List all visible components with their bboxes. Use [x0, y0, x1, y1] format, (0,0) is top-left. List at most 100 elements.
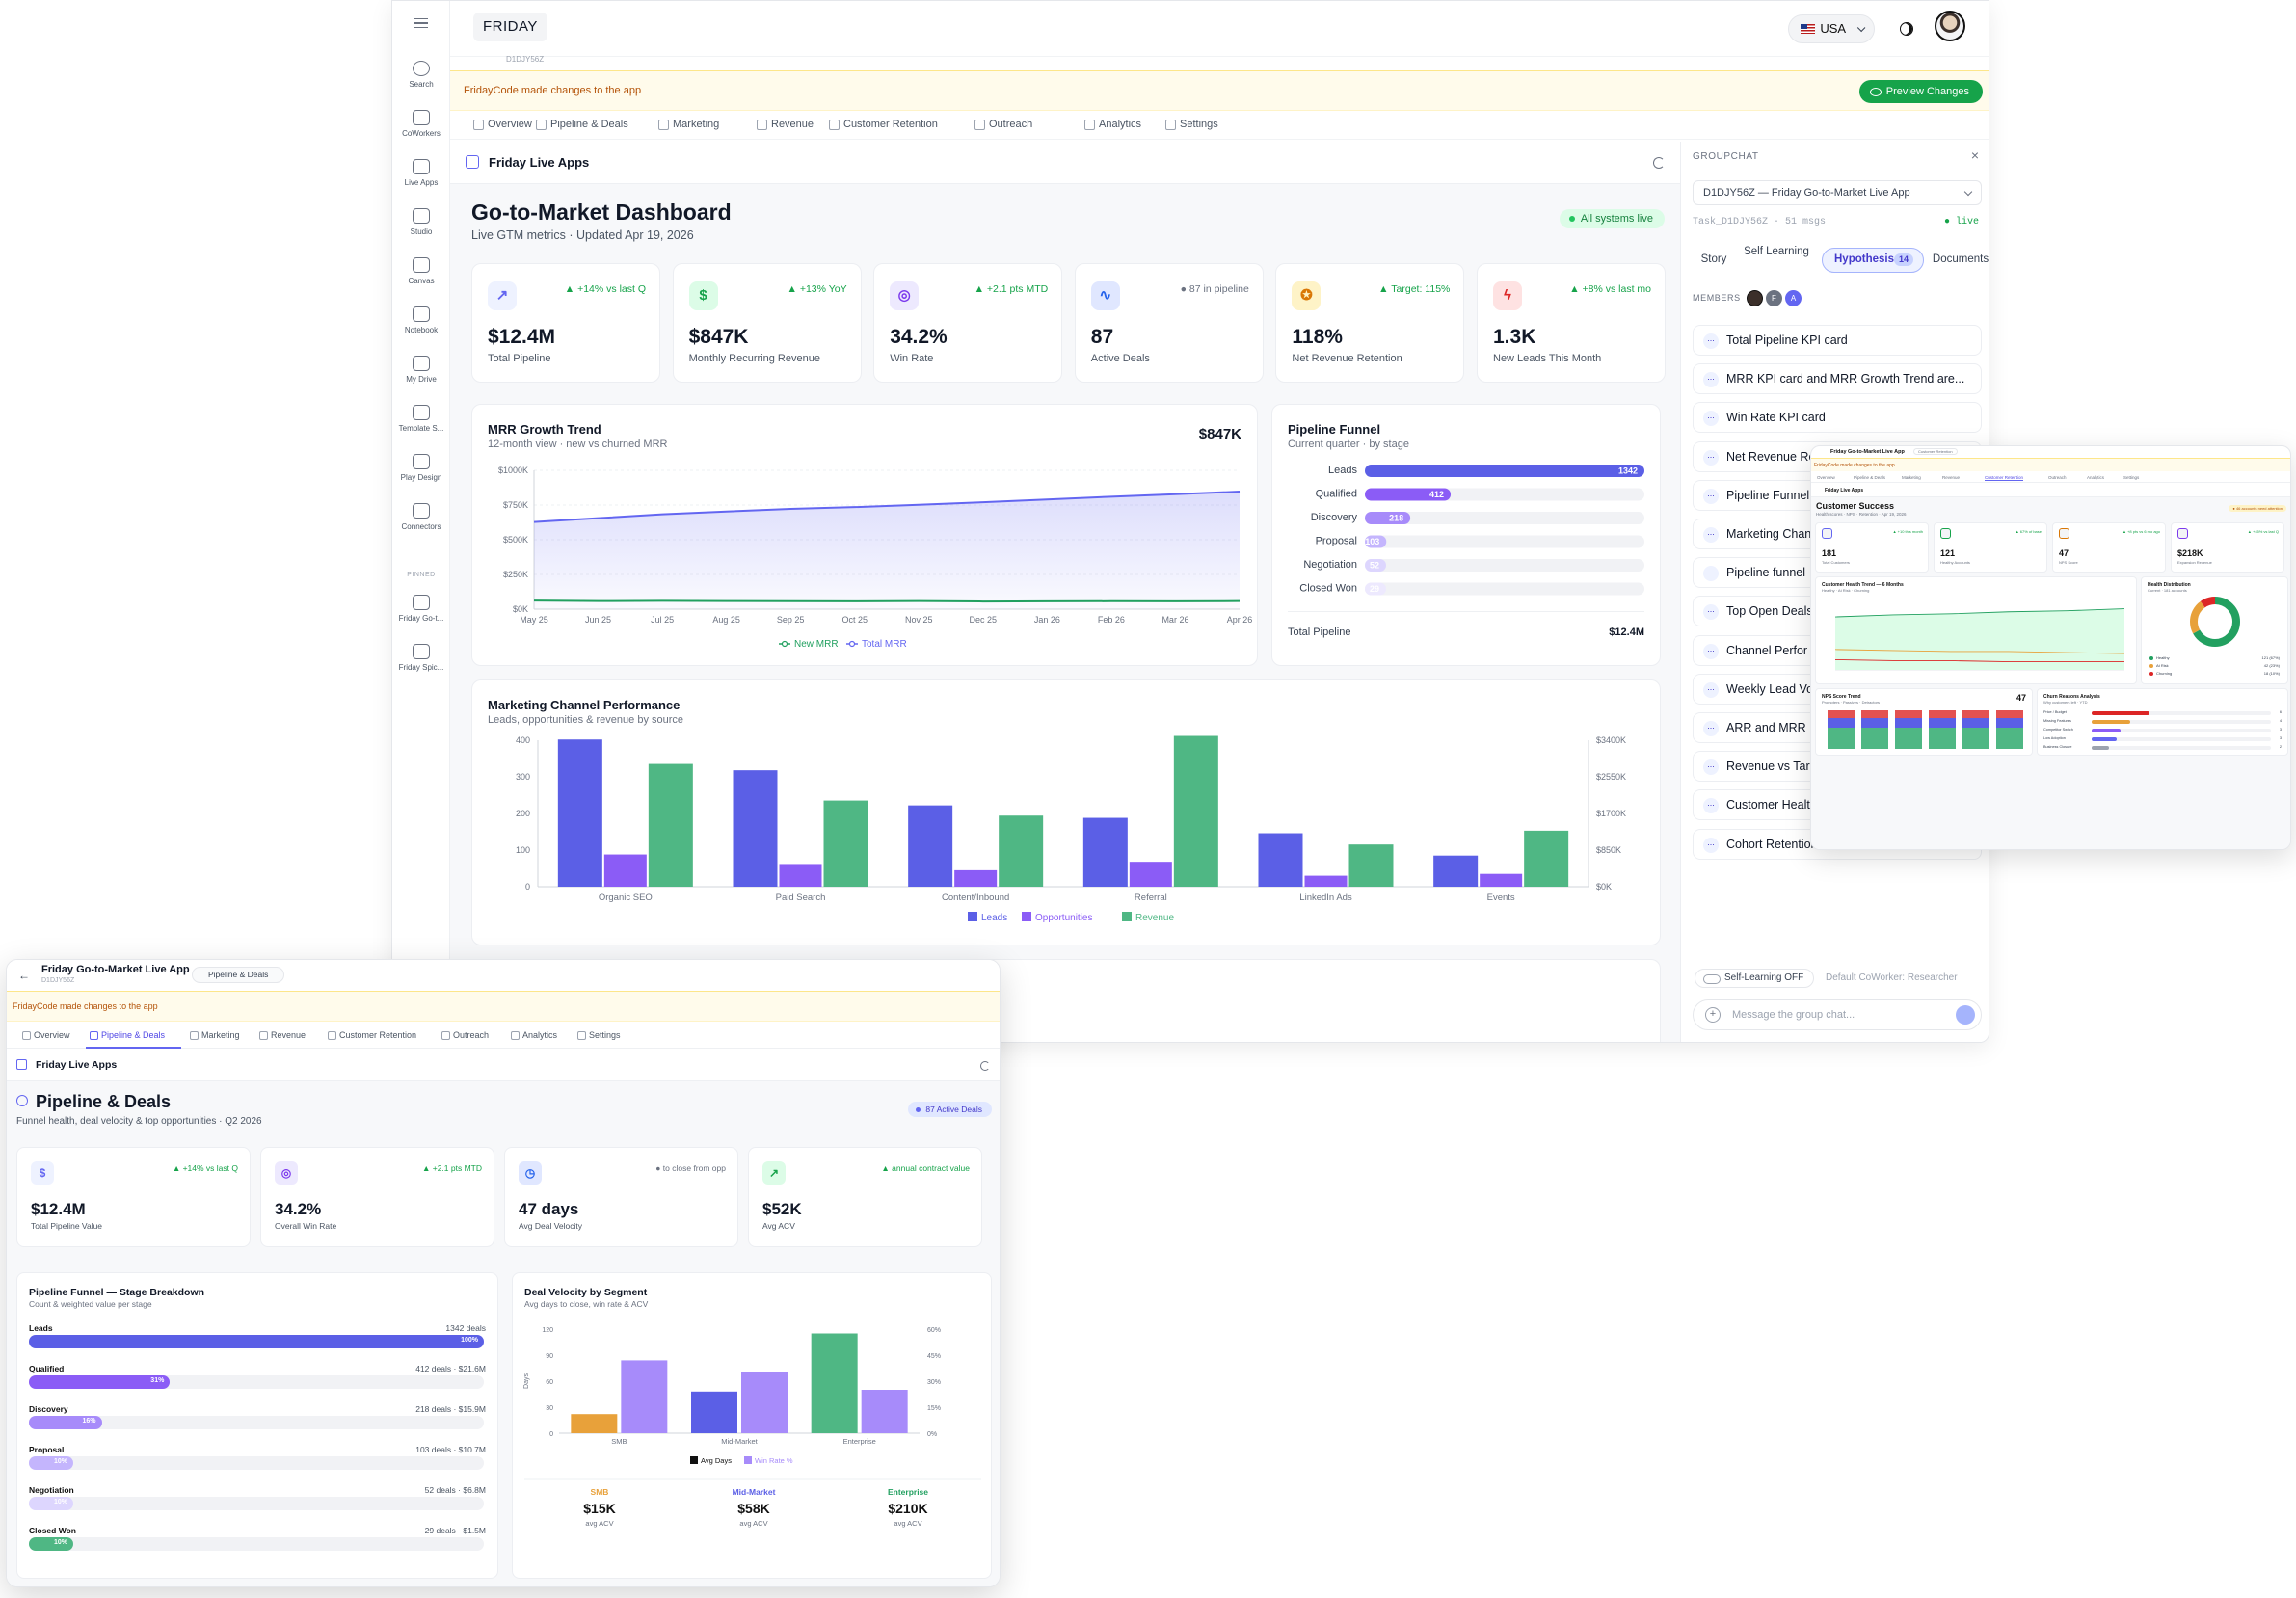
pd-stage-track: [29, 1537, 484, 1551]
refresh-icon[interactable]: [980, 1061, 990, 1071]
dark-mode-icon[interactable]: [1900, 22, 1913, 36]
hypothesis-item[interactable]: MRR KPI card and MRR Growth Trend are...: [1693, 363, 1982, 395]
user-avatar[interactable]: [1935, 11, 1965, 41]
pd-tab-overview[interactable]: Overview: [22, 1030, 70, 1040]
nps-promoters-bar: [1828, 728, 1855, 749]
pd-stage-track: [29, 1456, 484, 1470]
tab-analytics[interactable]: Analytics: [1084, 119, 1141, 130]
search-icon: [413, 61, 430, 76]
rail-item-notebook[interactable]: Notebook: [392, 306, 450, 334]
preview-changes-button[interactable]: Preview Changes: [1858, 80, 1983, 103]
member-avatar[interactable]: A: [1785, 290, 1802, 306]
pd-tab-marketing[interactable]: Marketing: [190, 1030, 240, 1040]
country-selector[interactable]: USA: [1788, 14, 1875, 43]
nps-promoters-bar: [1996, 728, 2023, 749]
pd-tab-outreach[interactable]: Outreach: [441, 1030, 489, 1040]
cs-tab[interactable]: Customer Retention: [1985, 475, 2024, 481]
cs-dist-value: 121 (67%): [2261, 655, 2280, 660]
churn-track: [2092, 720, 2271, 724]
tab-settings[interactable]: Settings: [1165, 119, 1218, 130]
pinned-app[interactable]: Friday Go-t...: [392, 595, 450, 623]
cs-tab[interactable]: Revenue: [1942, 475, 1961, 480]
kpi-value: 118%: [1292, 326, 1343, 348]
cs-churn-title: Churn Reasons Analysis: [2043, 694, 2100, 700]
member-avatar[interactable]: [1747, 290, 1763, 306]
rail-item-studio[interactable]: Studio: [392, 208, 450, 236]
pd-stage-track: [29, 1497, 484, 1510]
rail-item-live-apps[interactable]: Live Apps: [392, 159, 450, 187]
pd-kpi-card: ◎ ▲ +2.1 pts MTD 34.2% Overall Win Rate: [260, 1147, 494, 1247]
pd-stage-label: Leads: [29, 1323, 53, 1333]
customer-success-window[interactable]: Friday Go-to-Market Live App Customer Re…: [1810, 445, 2291, 850]
tab-overview[interactable]: Overview: [473, 119, 532, 130]
member-avatar[interactable]: F: [1766, 290, 1782, 306]
tab-pipeline-deals[interactable]: Pipeline & Deals: [536, 119, 628, 130]
x-tick-label: Organic SEO: [599, 892, 653, 903]
segment-name: Enterprise: [887, 1487, 929, 1497]
kpi-label: Net Revenue Retention: [1292, 353, 1402, 364]
rail-item-my-drive[interactable]: My Drive: [392, 356, 450, 384]
cs-crumb[interactable]: Customer Retention: [1913, 448, 1958, 455]
tab-story[interactable]: Story: [1700, 253, 1727, 265]
pd-tab-pipeline-deals[interactable]: Pipeline & Deals: [90, 1030, 165, 1040]
pd-notice: FridayCode made changes to the app: [7, 991, 1000, 1022]
self-learning-toggle[interactable]: Self-Learning OFF: [1695, 969, 1815, 988]
message-input[interactable]: Message the group chat...: [1693, 999, 1982, 1030]
cs-tab[interactable]: Analytics: [2087, 475, 2105, 480]
funnel-stage-label: Leads: [1328, 465, 1357, 476]
tab-customer-retention[interactable]: Customer Retention: [829, 119, 938, 130]
tab-documents[interactable]: Documents: [1932, 253, 1989, 265]
cs-tab[interactable]: Overview: [1817, 475, 1835, 480]
rail-item-canvas[interactable]: Canvas: [392, 257, 450, 285]
rail-item-template-s[interactable]: Template S...: [392, 405, 450, 433]
cs-kpi-label: Total Customers: [1822, 560, 1850, 565]
y2-tick-label: 60%: [927, 1327, 941, 1334]
pd-section-dropdown[interactable]: Pipeline & Deals: [192, 967, 285, 983]
hypothesis-item[interactable]: Win Rate KPI card: [1693, 402, 1982, 434]
tab-marketing[interactable]: Marketing: [658, 119, 719, 130]
segment-acv-label: avg ACV: [894, 1519, 922, 1528]
rail-item-play-design[interactable]: Play Design: [392, 454, 450, 482]
rail-item-label: Search: [409, 80, 434, 89]
funnel-stage-label: Negotiation: [1303, 559, 1357, 571]
tab-revenue[interactable]: Revenue: [757, 119, 814, 130]
pd-stage-label: Qualified: [29, 1364, 65, 1373]
tab-self-learning[interactable]: Self Learning: [1744, 246, 1809, 257]
pd-stage-label: Proposal: [29, 1445, 65, 1454]
mrr-subtitle: 12-month view · new vs churned MRR: [488, 439, 668, 450]
hypothesis-item[interactable]: Total Pipeline KPI card: [1693, 325, 1982, 356]
funnel-total-label: Total Pipeline: [1288, 626, 1351, 638]
cs-title: Customer Success: [1816, 501, 1895, 511]
kpi-value: 1.3K: [1493, 326, 1536, 348]
groupchat-select[interactable]: D1DJY56Z — Friday Go-to-Market Live App: [1693, 180, 1982, 205]
design-icon: [413, 454, 430, 469]
brand-logo[interactable]: FRIDAY: [473, 13, 547, 41]
pinned-app[interactable]: Friday Spic...: [392, 644, 450, 672]
cs-tab[interactable]: Marketing: [1902, 475, 1921, 480]
pipeline-deals-window[interactable]: ← Friday Go-to-Market Live App D1DJY56Z …: [6, 959, 1001, 1587]
rail-item-search[interactable]: Search: [392, 61, 450, 89]
nps-detractors-bar: [1929, 710, 1956, 718]
cs-tab[interactable]: Outreach: [2048, 475, 2067, 480]
refresh-icon[interactable]: [1653, 157, 1665, 169]
pd-tab-analytics[interactable]: Analytics: [511, 1030, 557, 1040]
back-arrow-icon[interactable]: ←: [18, 969, 30, 982]
send-icon[interactable]: [1956, 1005, 1975, 1025]
churn-bar: [2092, 746, 2109, 750]
kpi-label: Monthly Recurring Revenue: [688, 353, 820, 364]
menu-icon[interactable]: [414, 18, 428, 28]
cs-tab[interactable]: Settings: [2123, 475, 2140, 480]
pd-tab-revenue[interactable]: Revenue: [259, 1030, 306, 1040]
close-icon[interactable]: ×: [1970, 147, 1979, 163]
cs-kpi-card: ▲ +45% vs last Q $218K Expansion Revenue: [2171, 522, 2284, 573]
tab-hypothesis[interactable]: Hypothesis 14: [1822, 248, 1924, 273]
pd-tab-settings[interactable]: Settings: [577, 1030, 621, 1040]
rail-item-coworkers[interactable]: CoWorkers: [392, 110, 450, 138]
cs-tab[interactable]: Pipeline & Deals: [1854, 475, 1886, 480]
rail-item-connectors[interactable]: Connectors: [392, 503, 450, 531]
kpi-label: Total Pipeline: [488, 353, 551, 364]
pd-tab-customer-retention[interactable]: Customer Retention: [328, 1030, 416, 1040]
app-tabs: Overview Pipeline & Deals Marketing Revenue…: [450, 111, 1989, 140]
kpi-trend-badge: ▲ +13% YoY: [787, 283, 847, 295]
tab-outreach[interactable]: Outreach: [974, 119, 1032, 130]
